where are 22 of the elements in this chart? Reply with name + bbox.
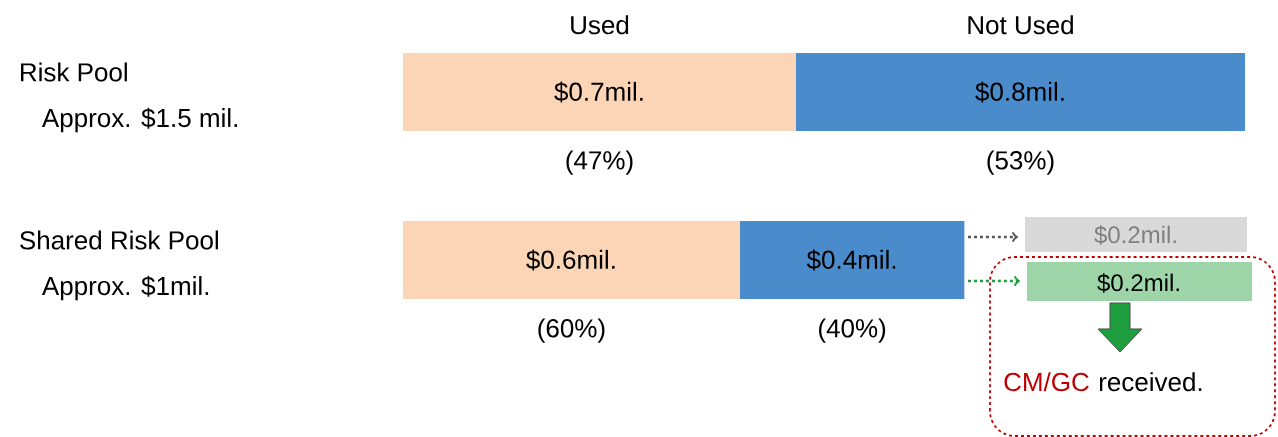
- series-label: Used: [571, 15, 629, 35]
- annotation: (60%): [538, 318, 605, 343]
- annotation: (40%): [819, 318, 886, 343]
- data-label: $0.7mil.: [554, 81, 643, 103]
- series-label: Not Used: [968, 15, 1073, 35]
- text: CM/GC: [1004, 372, 1089, 392]
- bar: [795, 52, 1246, 131]
- bar: [403, 52, 796, 131]
- data-label: $0.6mil.: [526, 249, 615, 271]
- annotation: (47%): [566, 150, 633, 175]
- data-label: $0.4mil.: [806, 249, 896, 271]
- annotation: $0.2mil.: [1097, 273, 1179, 293]
- y-tick-label: Risk Pool: [21, 62, 127, 82]
- text: Approx. $1.5 mil.: [41, 107, 237, 133]
- bar: [403, 220, 740, 299]
- text: received.: [1099, 372, 1202, 392]
- bar: [739, 220, 965, 299]
- annotation: (53%): [987, 150, 1054, 175]
- data-label: $0.8mil.: [975, 81, 1064, 103]
- text: Approx. $1mil.: [41, 275, 209, 301]
- annotation: $0.2mil.: [1094, 225, 1176, 245]
- y-tick-label: Shared Risk Pool: [20, 230, 218, 250]
